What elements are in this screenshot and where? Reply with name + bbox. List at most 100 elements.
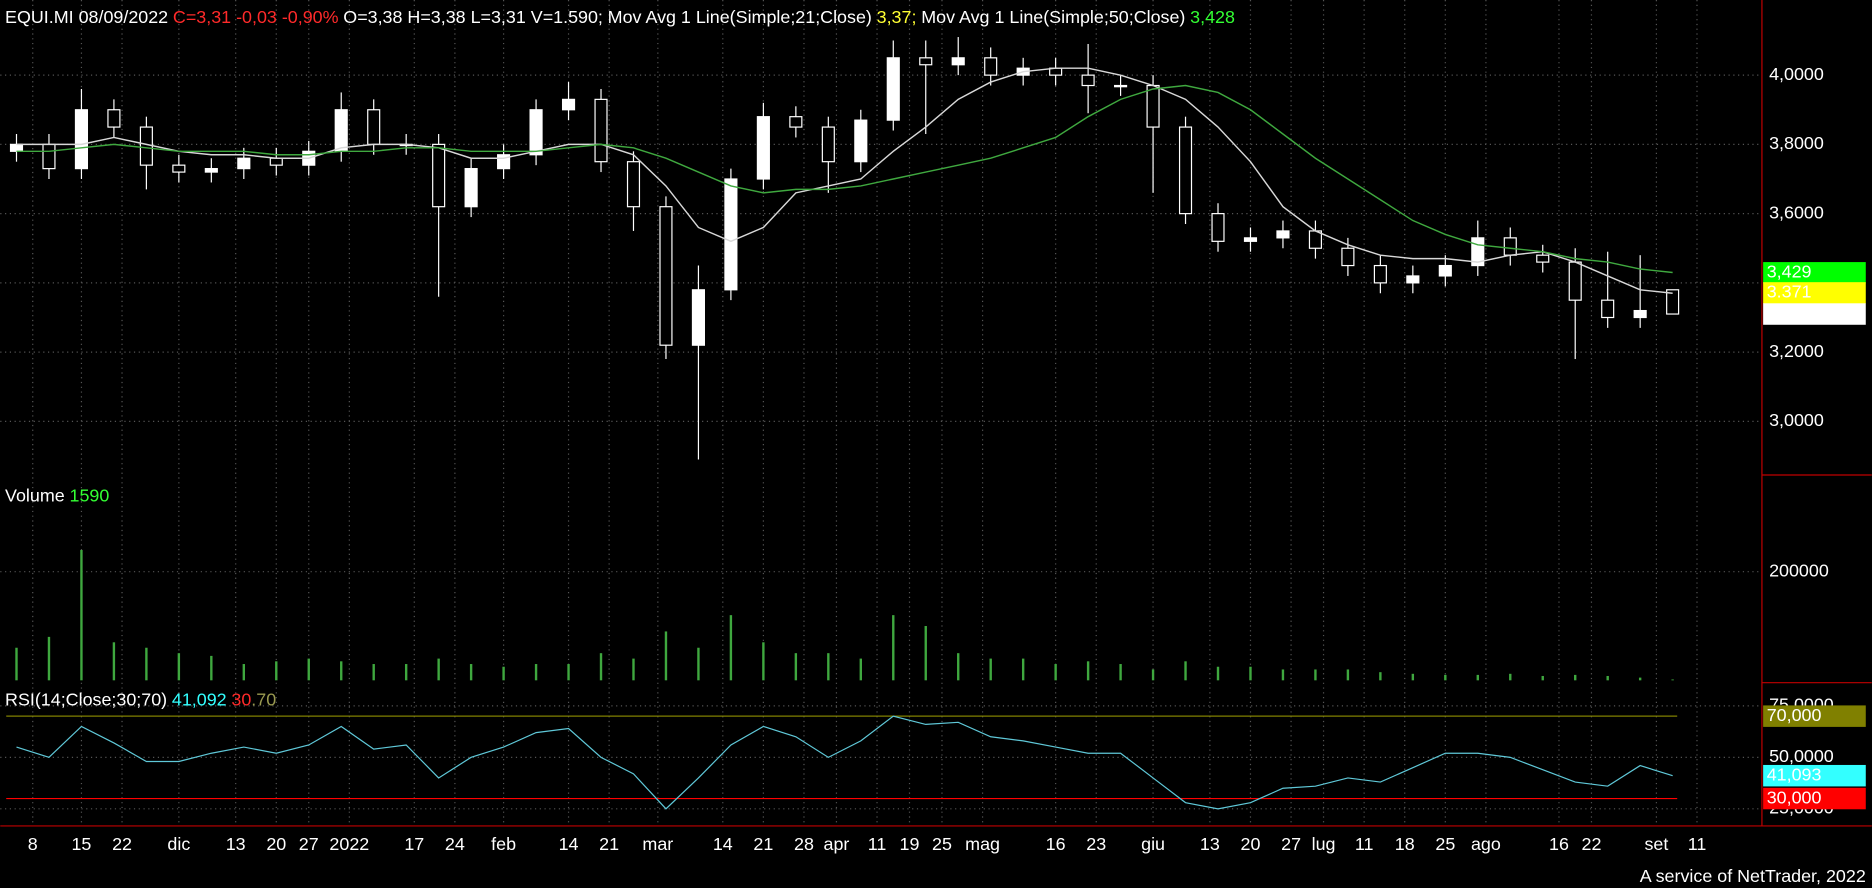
candle-body bbox=[1081, 74, 1095, 87]
x-tick-label: mag bbox=[965, 834, 1000, 854]
volume-bar bbox=[794, 653, 798, 681]
x-tick-label: 2022 bbox=[329, 834, 369, 854]
candle-body bbox=[1243, 237, 1258, 242]
candle-body bbox=[107, 109, 121, 128]
candle-body bbox=[594, 98, 608, 163]
candle-body bbox=[1666, 289, 1680, 315]
volume-bar bbox=[567, 664, 570, 681]
candle-body bbox=[951, 57, 965, 66]
y-tick-label: 3,2000 bbox=[1769, 341, 1824, 361]
volume-bar bbox=[1184, 661, 1187, 681]
candle-body bbox=[1568, 261, 1582, 301]
candle-body bbox=[1406, 275, 1420, 284]
candle-body bbox=[724, 178, 738, 291]
legend-text: O=3,38 H=3,38 L=3,31 V=1.590; bbox=[343, 7, 603, 27]
volume-bar bbox=[827, 653, 830, 681]
legend-text: Mov Avg 1 Line(Simple;21;Close) bbox=[608, 7, 872, 27]
legend: Volume 1590 bbox=[5, 485, 109, 505]
candle-body bbox=[269, 157, 283, 166]
price-marker bbox=[1763, 705, 1866, 727]
legend-text: .70 bbox=[251, 689, 276, 709]
volume-bar bbox=[1216, 666, 1220, 681]
y-tick-label: 200000 bbox=[1769, 560, 1829, 580]
candle-body bbox=[74, 109, 89, 170]
volume-bar bbox=[1054, 664, 1057, 681]
candle-body bbox=[464, 168, 478, 208]
volume-bar bbox=[1606, 675, 1609, 681]
y-tick-label: 3,6000 bbox=[1769, 202, 1824, 222]
volume-bar bbox=[1119, 664, 1122, 681]
x-tick-label: 18 bbox=[1395, 834, 1415, 854]
candle-body bbox=[42, 143, 56, 170]
rsi-line bbox=[16, 715, 1673, 810]
x-tick-label: giu bbox=[1141, 834, 1165, 854]
volume-bar bbox=[664, 631, 668, 681]
y-tick-label: 3,0000 bbox=[1769, 410, 1824, 430]
candle-body bbox=[984, 57, 998, 76]
volume-bar bbox=[1671, 679, 1674, 681]
candle-body bbox=[1211, 213, 1225, 242]
candle-body bbox=[1633, 309, 1647, 319]
volume-bar bbox=[1346, 669, 1350, 681]
volume-bar bbox=[210, 655, 213, 681]
x-tick-label: 17 bbox=[404, 834, 424, 854]
x-tick-label: 21 bbox=[753, 834, 773, 854]
footer: A service of NetTrader, 2022 bbox=[1640, 866, 1866, 886]
volume-bar bbox=[1638, 677, 1642, 681]
price-marker bbox=[1763, 282, 1866, 304]
price-marker bbox=[1763, 764, 1866, 787]
x-tick-label: 22 bbox=[1581, 834, 1601, 854]
price-marker-label: 3,3100 bbox=[1767, 303, 1822, 323]
volume-bar bbox=[957, 653, 960, 681]
x-tick-label: 27 bbox=[1281, 834, 1301, 854]
x-tick-label: 20 bbox=[1241, 834, 1261, 854]
x-tick-label: 24 bbox=[445, 834, 465, 854]
volume-bar bbox=[437, 658, 440, 681]
volume-bar bbox=[924, 626, 927, 681]
x-tick-label: 13 bbox=[226, 834, 246, 854]
x-tick-label: 23 bbox=[1086, 834, 1106, 854]
x-tick-label: 11 bbox=[1355, 834, 1374, 854]
y-tick-label: 50,0000 bbox=[1769, 746, 1834, 766]
volume-bar bbox=[1379, 672, 1382, 681]
volume-bar bbox=[1281, 669, 1285, 681]
x-tick-label: 15 bbox=[71, 834, 91, 854]
x-tick-label: 14 bbox=[559, 834, 579, 854]
volume-bar bbox=[502, 666, 505, 681]
volume-bar bbox=[1314, 669, 1317, 681]
volume-bar bbox=[177, 653, 181, 681]
volume-bar bbox=[1476, 674, 1479, 681]
volume-bar bbox=[1411, 673, 1415, 681]
candle-body bbox=[1114, 84, 1128, 88]
volume-bar bbox=[145, 647, 148, 681]
price-marker-label: 30,000 bbox=[1767, 787, 1822, 807]
candle-body bbox=[626, 161, 641, 208]
x-tick-label: apr bbox=[824, 834, 850, 854]
x-tick-label: 21 bbox=[599, 834, 619, 854]
candle-body bbox=[139, 126, 153, 166]
candle-body bbox=[1373, 264, 1387, 284]
legend-text: EQUI.MI 08/09/2022 bbox=[5, 7, 168, 27]
legend: EQUI.MI 08/09/2022 C=3,31 -0,03 -0,90% O=3… bbox=[5, 7, 1235, 27]
volume-bar bbox=[1249, 666, 1252, 681]
legend-text: 3,37; bbox=[877, 7, 917, 27]
x-tick-label: 20 bbox=[266, 834, 286, 854]
line-series bbox=[16, 67, 1673, 294]
volume-bar bbox=[47, 636, 51, 681]
volume-bar bbox=[372, 664, 375, 681]
volume-bar bbox=[534, 664, 538, 681]
x-tick-label: 25 bbox=[1435, 834, 1455, 854]
volume-bar bbox=[1151, 669, 1155, 681]
candle-body bbox=[1178, 126, 1193, 215]
volume-bar bbox=[729, 615, 733, 681]
volume-bar bbox=[1444, 674, 1447, 681]
candle-body bbox=[172, 164, 186, 173]
candle-body bbox=[204, 168, 218, 173]
candle-body bbox=[1438, 264, 1452, 277]
candle-body bbox=[886, 57, 900, 121]
legend-text: Volume bbox=[5, 485, 65, 505]
candle-body bbox=[1503, 237, 1517, 256]
x-tick-label: lug bbox=[1312, 834, 1336, 854]
legend-text: Mov Avg 1 Line(Simple;50;Close) bbox=[921, 7, 1185, 27]
